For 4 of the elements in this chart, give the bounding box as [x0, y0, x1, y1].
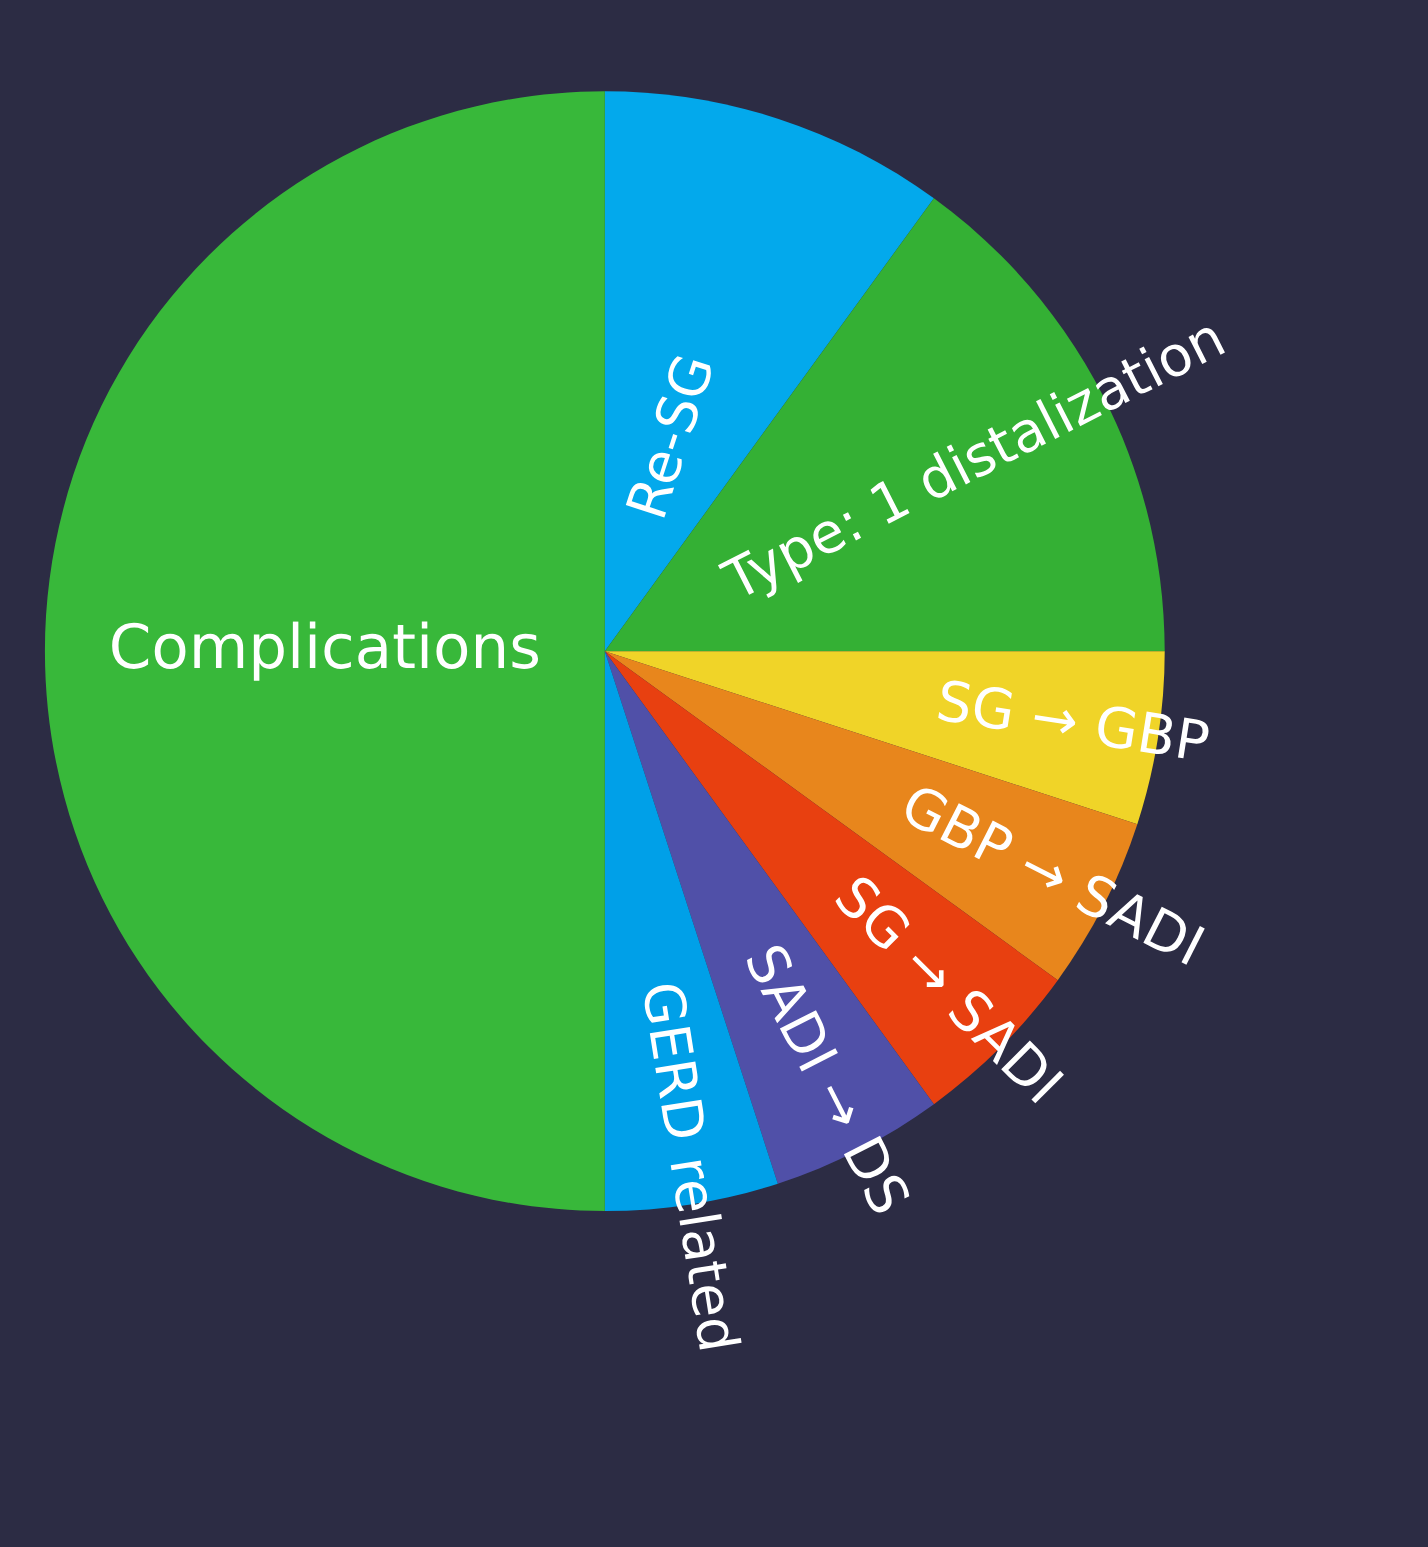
slice-label: Complications [112, 621, 539, 681]
slice-label: Re-SG [625, 353, 715, 518]
slice-label: SG → GBP [937, 678, 1211, 763]
slice-label: GERD related [641, 981, 742, 1350]
